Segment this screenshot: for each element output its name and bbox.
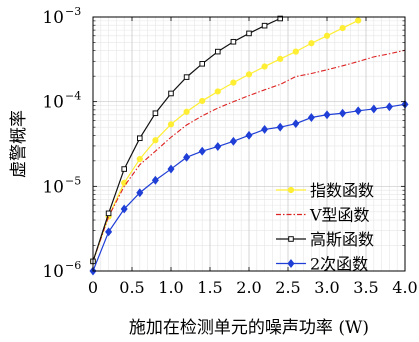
data-point xyxy=(339,24,346,32)
y-tick-label: 10 xyxy=(42,8,64,28)
data-point xyxy=(121,166,128,172)
series-layer xyxy=(89,15,409,276)
data-point xyxy=(183,108,190,115)
data-point xyxy=(245,71,253,78)
data-point xyxy=(245,130,253,140)
series xyxy=(90,15,283,265)
x-tick-label: 0.5 xyxy=(119,278,144,297)
data-point xyxy=(246,30,252,37)
data-point xyxy=(199,61,205,67)
data-point xyxy=(120,204,128,214)
data-point xyxy=(151,175,159,185)
data-point xyxy=(215,48,221,55)
series xyxy=(92,49,406,262)
y-tick-exponent: −6 xyxy=(65,259,81,272)
data-point xyxy=(214,142,222,152)
data-point xyxy=(323,110,331,120)
y-tick-exponent: −3 xyxy=(65,5,81,18)
data-point xyxy=(152,110,159,117)
data-point xyxy=(276,122,284,132)
data-point xyxy=(355,17,362,24)
data-point xyxy=(339,108,347,118)
legend-label: 2次函数 xyxy=(310,255,368,274)
data-point xyxy=(292,119,300,129)
data-point xyxy=(167,164,175,174)
y-tick-exponent: −4 xyxy=(65,90,81,103)
data-point xyxy=(307,113,315,122)
data-point xyxy=(370,104,378,114)
data-point xyxy=(287,186,295,194)
data-point xyxy=(183,152,191,162)
data-point xyxy=(214,88,221,95)
data-point xyxy=(137,135,143,142)
y-tick-label: 10 xyxy=(42,93,64,113)
data-point xyxy=(261,22,268,29)
series xyxy=(89,17,362,265)
y-axis-label: 虚警概率 xyxy=(9,110,29,178)
data-point xyxy=(168,90,174,97)
data-point xyxy=(152,137,159,144)
data-point xyxy=(261,63,268,70)
x-tick-label: 0 xyxy=(88,278,98,297)
legend-label: V型函数 xyxy=(309,206,370,225)
data-point xyxy=(136,188,144,198)
axis-ticks: 0 0.5 1.0 1.5 2.0 2.5 3.0 3.5 4.010−610−510 −410−… xyxy=(42,5,417,297)
x-tick-label: 2.5 xyxy=(275,278,300,297)
x-axis-label: 施加在检测单元的噪声功率 (W) xyxy=(129,318,369,338)
data-point xyxy=(229,136,237,146)
data-point xyxy=(230,79,237,86)
y-tick-label: 10 xyxy=(42,177,64,197)
data-point xyxy=(385,102,393,112)
data-point xyxy=(183,74,190,80)
legend-label: 高斯函数 xyxy=(310,230,374,249)
y-tick-label: 10 xyxy=(42,262,64,282)
data-point xyxy=(105,227,113,237)
x-tick-label: 3.5 xyxy=(353,278,378,297)
data-point xyxy=(136,155,143,163)
data-point xyxy=(277,15,283,22)
data-point xyxy=(288,236,294,242)
y-tick-exponent: −5 xyxy=(65,174,81,187)
data-point xyxy=(230,38,237,45)
data-point xyxy=(287,259,295,268)
legend-label: 指数函数 xyxy=(310,181,374,200)
data-point xyxy=(198,146,206,156)
data-point xyxy=(277,55,284,62)
data-point xyxy=(105,210,112,217)
data-point xyxy=(261,124,269,134)
x-tick-label: 4.0 xyxy=(392,278,417,297)
data-point xyxy=(199,97,206,105)
x-tick-label: 1.5 xyxy=(197,278,222,297)
x-tick-label: 3.0 xyxy=(314,278,339,297)
x-tick-label: 2.0 xyxy=(236,278,261,297)
series-line xyxy=(92,49,406,262)
data-point xyxy=(354,106,362,116)
data-point xyxy=(292,48,299,55)
data-point xyxy=(167,121,175,128)
x-tick-label: 1.0 xyxy=(158,278,183,297)
data-point xyxy=(308,40,315,47)
data-point xyxy=(323,32,331,39)
